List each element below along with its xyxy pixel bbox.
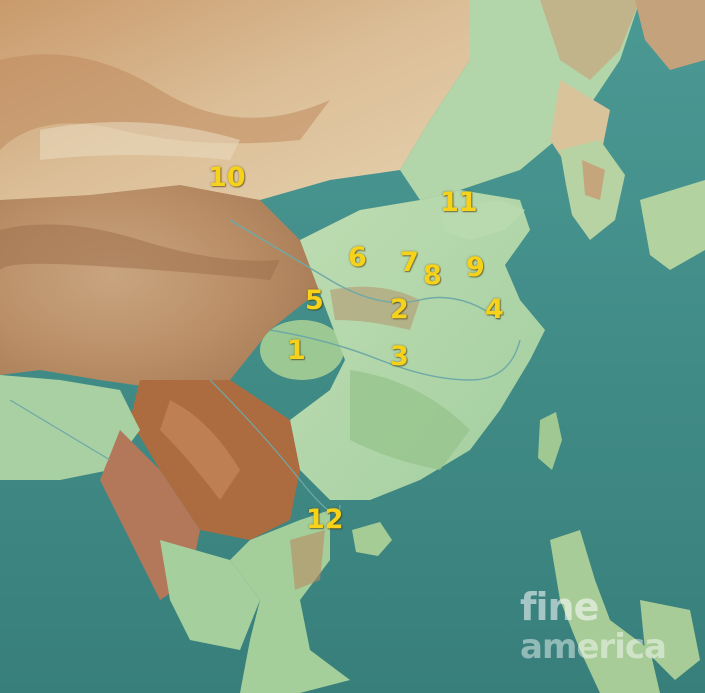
map-marker-9: 9	[466, 252, 485, 283]
watermark-line-1: fine	[520, 585, 599, 629]
map-marker-10: 10	[208, 162, 246, 193]
map-marker-12: 12	[306, 504, 344, 535]
map-marker-4: 4	[485, 294, 504, 325]
map-marker-2: 2	[390, 294, 409, 325]
map-marker-6: 6	[348, 242, 367, 273]
map-marker-8: 8	[423, 260, 442, 291]
map-marker-11: 11	[440, 187, 478, 218]
map-marker-7: 7	[400, 247, 419, 278]
map-marker-3: 3	[390, 341, 409, 372]
map-marker-5: 5	[305, 285, 324, 316]
watermark-line-2: america	[520, 627, 667, 667]
map-marker-1: 1	[287, 335, 306, 366]
